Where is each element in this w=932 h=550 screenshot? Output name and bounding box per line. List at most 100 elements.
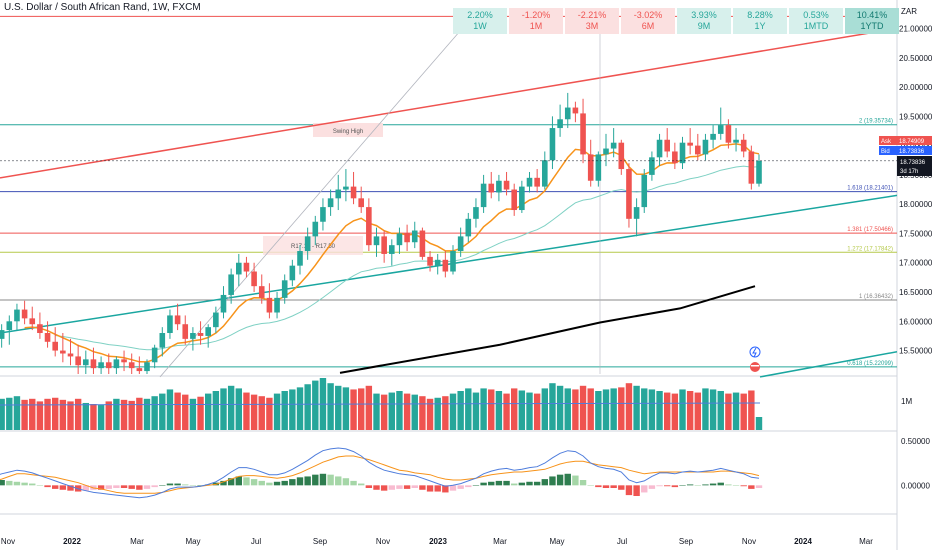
volume-bar (0, 398, 5, 430)
volume-bar (488, 389, 495, 430)
candle-body (717, 125, 724, 134)
macd-histogram-bar (304, 476, 311, 486)
candle-body (220, 294, 227, 313)
volume-bar (174, 392, 181, 430)
macd-tick-label: 0.00000 (901, 481, 930, 490)
candle-body (610, 142, 617, 149)
macd-histogram-bar (365, 485, 373, 488)
countdown-label: 3d 17h (900, 169, 918, 175)
volume-bar (579, 385, 587, 430)
volume-bar (664, 392, 671, 430)
macd-histogram-bar (227, 478, 235, 486)
macd-histogram-bar (503, 480, 510, 486)
candle-body (52, 341, 58, 351)
candle-body (710, 133, 716, 140)
candle-body (473, 207, 479, 219)
volume-bar (350, 389, 357, 430)
candle-body (350, 186, 357, 199)
macd-histogram-bar (694, 485, 701, 486)
volume-bar (113, 398, 120, 430)
candle-body (503, 180, 510, 190)
macd-histogram-bar (52, 485, 59, 489)
macd-histogram-bar (625, 485, 633, 496)
time-axis-label: Jul (251, 537, 261, 546)
candle-body (243, 262, 250, 272)
perf-value: -2.21% (577, 10, 607, 20)
volume-bar (90, 404, 97, 430)
volume-bar (52, 397, 59, 430)
price-tick-label: 16.00000 (899, 317, 932, 326)
volume-bar (82, 402, 89, 430)
perf-cell-1ytd: 10.41% 1YTD (845, 8, 899, 34)
range-box (263, 236, 363, 255)
volume-bar (503, 393, 510, 430)
candle-body (404, 233, 410, 243)
volume-bar (235, 388, 242, 430)
candle-body (450, 251, 456, 272)
macd-histogram-bar (373, 485, 380, 490)
volume-bar (6, 397, 13, 430)
candle-body (434, 259, 441, 266)
macd-histogram-bar (13, 481, 21, 486)
fib-level-label: 2 (19.35734) (859, 119, 893, 125)
macd-histogram-bar (725, 484, 732, 486)
candle-body (488, 183, 495, 193)
macd-histogram-bar (166, 483, 174, 486)
volume-bar (342, 387, 350, 430)
macd-histogram-bar (442, 485, 449, 493)
candle-body (182, 324, 189, 339)
candle-body (672, 151, 678, 164)
candle-body (144, 362, 150, 372)
candle-body (595, 154, 602, 181)
candle-body (411, 230, 418, 243)
volume-bar (227, 385, 235, 430)
volume-bar (220, 388, 227, 430)
volume-bar (495, 391, 503, 430)
volume-bar (120, 399, 128, 430)
candle-body (496, 180, 502, 193)
candle-body (580, 113, 586, 155)
time-axis-label: May (185, 537, 200, 546)
candle-body (641, 174, 648, 208)
price-tick-label: 18.00000 (899, 200, 932, 209)
ema-slow-line (55, 165, 760, 351)
volume-bar (373, 393, 380, 430)
lightning-icon (749, 346, 761, 358)
volume-bar (388, 392, 395, 430)
trend-line-channel (759, 351, 898, 378)
price-tick-label: 21.00000 (899, 24, 932, 33)
candle-body (304, 236, 311, 252)
macd-histogram-bar (120, 485, 128, 488)
volume-bar (556, 385, 564, 430)
macd-histogram-bar (350, 480, 357, 486)
macd-histogram-bar (159, 485, 166, 486)
candle-body (236, 262, 242, 275)
bid-value: 18.73836 (899, 149, 925, 155)
macd-signal-line (0, 455, 760, 494)
time-axis-label: 2024 (794, 537, 812, 546)
trend-line-lower (0, 194, 898, 334)
volume-bar (755, 417, 763, 430)
candle-body (679, 142, 686, 164)
price-tick-label: 20.50000 (899, 54, 932, 63)
macd-histogram-bar (358, 483, 365, 486)
perf-value: 8.28% (747, 10, 773, 20)
candle-body (98, 362, 104, 369)
perf-value: -3.02% (633, 10, 663, 20)
candle-body (274, 297, 280, 313)
macd-histogram-bar (29, 483, 36, 486)
volume-bar (472, 392, 480, 430)
macd-histogram-bar (533, 481, 541, 486)
candle-body (564, 107, 571, 120)
candle-body (633, 207, 640, 219)
swing-high-label: Swing High (333, 129, 363, 135)
candle-body (519, 186, 525, 211)
candle-body (664, 139, 670, 152)
volume-bar (250, 394, 258, 430)
volume-bar (442, 396, 449, 430)
perf-period: 1W (473, 21, 487, 31)
candle-body (213, 312, 219, 328)
perf-value: 2.20% (467, 10, 493, 20)
volume-bar (449, 393, 457, 430)
